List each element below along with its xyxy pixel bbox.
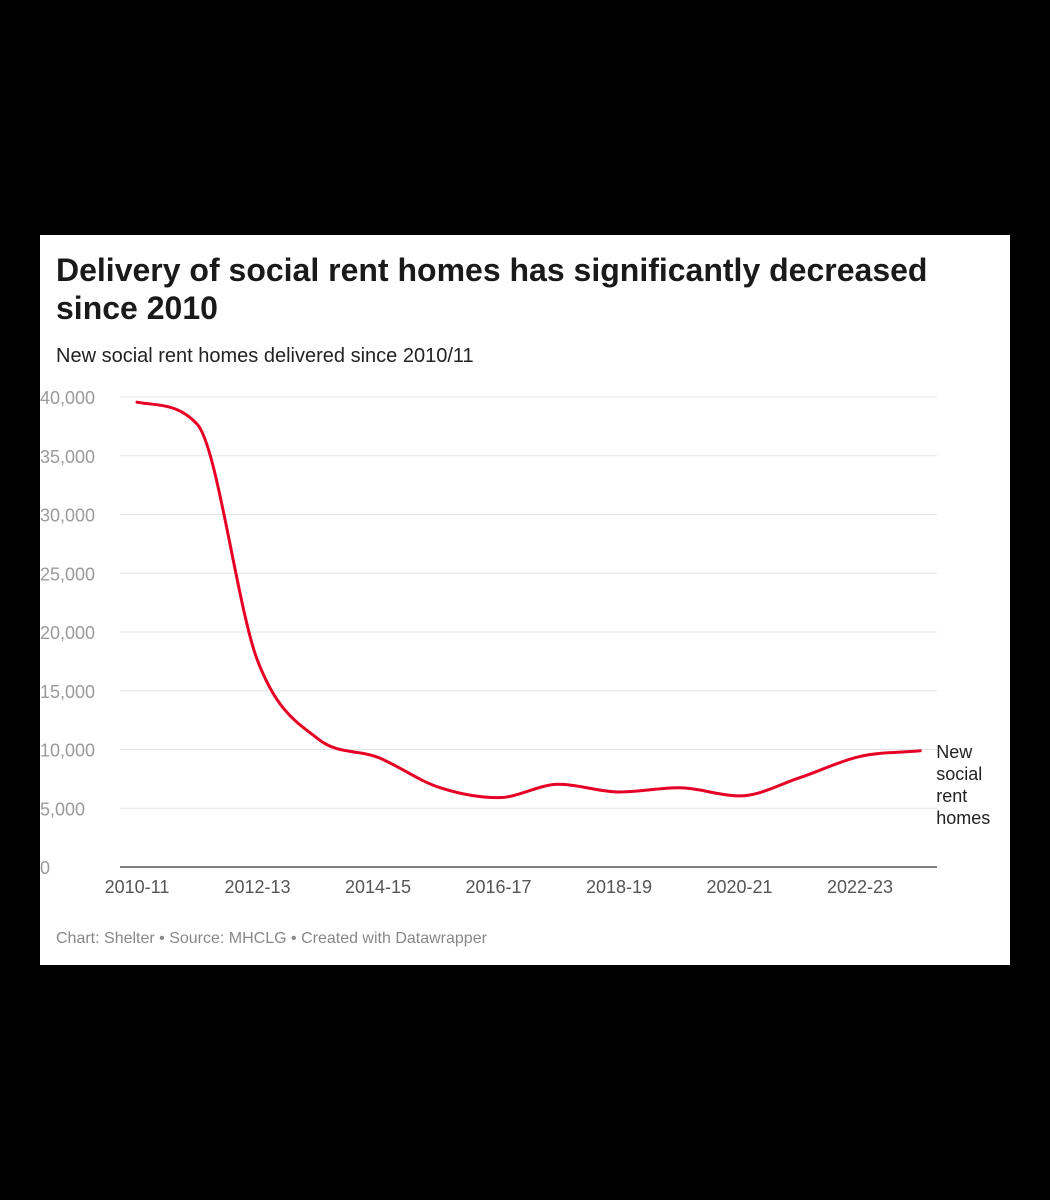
data-point [436,785,440,789]
x-tick-label: 2012-13 [224,877,290,897]
x-tick-label: 2022-23 [827,877,893,897]
chart-title: Delivery of social rent homes has signif… [56,252,928,326]
line-chart: 0 5,000 10,000 15,000 20,000 25,000 30,000 35,0… [40,388,990,897]
data-point [316,737,320,741]
x-tick-label: 2010-11 [105,877,170,897]
data-point [135,400,139,404]
data-point [195,422,199,426]
y-tick-label: 30,000 [40,506,95,526]
x-tick-label: 2018-19 [586,877,652,897]
chart-card: Delivery of social rent homes has signif… [40,235,1010,965]
data-point [256,658,260,662]
y-tick-label: 0 [40,858,50,878]
y-tick-label: 35,000 [40,447,95,467]
data-point [738,794,742,798]
series-label: New social rent homes [936,742,990,828]
series-line-new-social-rent-homes [135,400,922,800]
x-tick-label: 2016-17 [465,877,531,897]
chart-footer: Chart: Shelter • Source: MHCLG • Created… [56,930,487,947]
data-point [557,782,561,786]
data-point [858,754,862,758]
chart-subtitle: New social rent homes delivered since 20… [56,345,474,367]
y-tick-label: 25,000 [40,564,95,584]
y-tick-label: 40,000 [40,388,95,408]
y-tick-label: 10,000 [40,741,95,761]
data-point [798,776,802,780]
x-tick-label: 2014-15 [345,877,411,897]
data-point [918,749,922,753]
data-point [677,786,681,790]
data-point [497,796,501,800]
y-tick-label: 15,000 [40,682,95,702]
y-tick-label: 5,000 [40,799,85,819]
data-point [617,790,621,794]
data-point [376,755,380,759]
y-tick-label: 20,000 [40,623,95,643]
x-tick-label: 2020-21 [706,877,772,897]
